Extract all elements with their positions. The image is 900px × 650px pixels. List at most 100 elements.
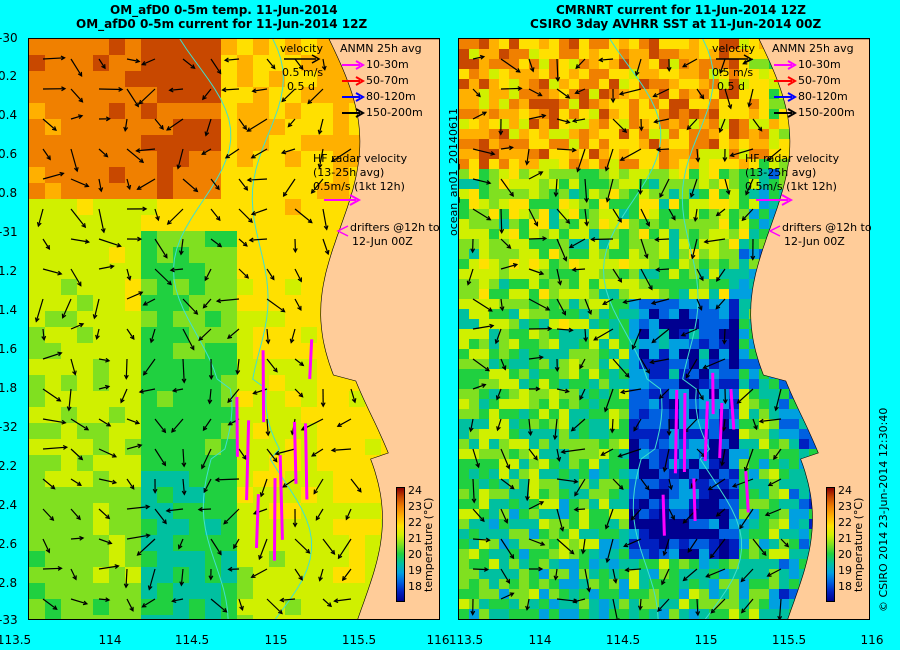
temperature-cell [489, 159, 499, 169]
current-vector-head [197, 506, 203, 512]
current-vector-head [60, 55, 66, 61]
current-vector-head [134, 102, 139, 108]
temperature-cell [649, 449, 659, 459]
current-vector-head [529, 67, 535, 73]
temperature-cell [301, 279, 317, 295]
temperature-cell [659, 409, 669, 419]
temperature-cell [333, 199, 349, 215]
temperature-cell [739, 479, 749, 489]
temperature-cell [61, 455, 77, 471]
temperature-cell [779, 599, 789, 609]
hf-radar-vector [682, 392, 687, 473]
depth-arrow-icon [342, 76, 366, 86]
colorbar-tick: 18 [408, 580, 422, 593]
current-vector [98, 88, 123, 91]
temperature-cell [679, 379, 689, 389]
temperature-cell [93, 391, 109, 407]
current-vector-head [56, 397, 62, 402]
temperature-cell [205, 615, 221, 619]
current-vector-head [298, 575, 303, 581]
current-vector [710, 538, 726, 559]
temperature-cell [549, 299, 559, 309]
current-vector-head [637, 189, 643, 196]
depth-legend-item: 150-200m [340, 106, 423, 119]
temperature-cell [253, 615, 269, 619]
temperature-cell [679, 529, 689, 539]
temperature-cell [709, 109, 719, 119]
temperature-cell [629, 109, 639, 119]
temperature-cell [301, 247, 317, 263]
temperature-cell [729, 309, 739, 319]
temperature-cell [569, 279, 579, 289]
current-vector-head [242, 455, 247, 461]
temperature-cell [459, 179, 469, 189]
temperature-cell [669, 589, 679, 599]
current-vector [526, 148, 530, 165]
temperature-cell [609, 359, 619, 369]
temperature-cell [679, 69, 689, 79]
temperature-cell [479, 339, 489, 349]
colorbar-tick: 19 [838, 564, 852, 577]
temperature-cell [141, 183, 157, 199]
temperature-cell [529, 479, 539, 489]
temperature-cell [759, 99, 769, 109]
temperature-cell [749, 159, 759, 169]
temperature-cell [509, 389, 519, 399]
temperature-cell [869, 539, 870, 549]
current-vector-head [736, 399, 742, 404]
current-vector-head [553, 575, 559, 581]
temperature-cell [173, 87, 189, 103]
temperature-cell [141, 199, 157, 215]
temperature-cell [589, 319, 599, 329]
temperature-cell [479, 429, 489, 439]
temperature-cell [619, 49, 629, 59]
hf-radar-line2-right: (13-25h avg) [745, 166, 817, 179]
temperature-cell [569, 479, 579, 489]
temperature-cell [469, 69, 479, 79]
current-vector [204, 268, 212, 281]
current-vector-head [324, 249, 330, 256]
x-tick-label-left: 115.5 [341, 633, 377, 647]
temperature-cell [519, 329, 529, 339]
temperature-cell [317, 375, 333, 391]
current-vector-head [95, 334, 100, 341]
current-vector-head [610, 98, 616, 104]
current-vector-head [330, 549, 336, 556]
temperature-cell [125, 279, 141, 295]
temperature-cell [479, 369, 489, 379]
temperature-cell [729, 239, 739, 249]
current-vector-head [579, 395, 584, 401]
temperature-cell [739, 79, 749, 89]
temperature-cell [539, 389, 549, 399]
current-vector-head [251, 88, 257, 94]
temperature-cell [529, 549, 539, 559]
temperature-cell [559, 239, 569, 249]
temperature-cell [45, 135, 61, 151]
current-vector-head [280, 149, 287, 155]
temperature-cell [719, 289, 729, 299]
temperature-cell [689, 349, 699, 359]
temperature-cell [669, 249, 679, 259]
temperature-cell [509, 119, 519, 129]
temperature-cell [689, 289, 699, 299]
temperature-cell [549, 369, 559, 379]
temperature-cell [789, 429, 799, 439]
temperature-cell [639, 349, 649, 359]
temperature-cell [45, 279, 61, 295]
temperature-cell [469, 559, 479, 569]
temperature-cell [109, 439, 125, 455]
current-vector-head [652, 92, 658, 98]
temperature-cell [649, 399, 659, 409]
temperature-cell [679, 359, 689, 369]
current-vector-head [126, 275, 132, 282]
temperature-cell [729, 379, 739, 389]
temperature-cell [619, 429, 629, 439]
temperature-cell [589, 239, 599, 249]
current-vector-head [142, 301, 148, 306]
temperature-cell [29, 103, 45, 119]
temperature-cell [529, 89, 539, 99]
current-vector [500, 298, 504, 311]
current-vector-head [727, 104, 733, 110]
temperature-cell [719, 389, 729, 399]
temperature-cell [459, 619, 469, 620]
